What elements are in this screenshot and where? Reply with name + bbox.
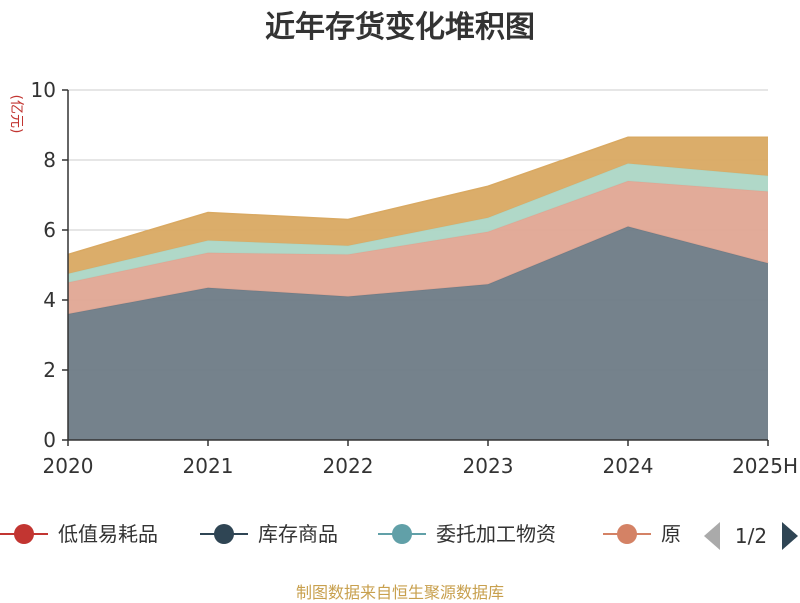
x-tick-label: 2020 [43,454,94,478]
legend-item[interactable]: 原 [603,522,681,546]
x-tick-label: 2025H [732,454,798,478]
legend-next-page-icon[interactable] [782,522,798,550]
series-line-3 [67,136,768,256]
legend-label: 原 [661,522,681,546]
series-areas [67,136,769,440]
x-tick-label: 2024 [603,454,654,478]
x-tick-label: 2022 [323,454,374,478]
series-area-2 [68,163,768,283]
series-area-3 [68,137,768,274]
y-tick-label: 8 [43,148,56,172]
legend-marker [214,524,234,544]
legend-label: 库存商品 [258,522,338,546]
legend-pager[interactable]: 1/2 [704,522,798,550]
legend-item[interactable]: 低值易耗品 [0,522,158,546]
axes: (亿元) 0 2 4 6 8 10 2020 2021 2022 2023 2024 2025H [8,78,798,478]
legend-marker [14,524,34,544]
y-tick-label: 10 [31,78,56,102]
y-tick-label: 2 [43,358,56,382]
x-tick-label: 2021 [183,454,234,478]
series-area-0 [68,226,768,440]
y-tick-label: 0 [43,428,56,452]
y-tick-label: 4 [43,288,56,312]
y-axis-label: (亿元) [8,95,24,134]
data-source-note: 制图数据来自恒生聚源数据库 [295,583,504,602]
legend-item[interactable]: 委托加工物资 [378,522,556,546]
x-tick-label: 2023 [463,454,514,478]
legend-page-indicator: 1/2 [735,524,767,548]
legend-label: 低值易耗品 [58,522,158,546]
legend-marker [392,524,412,544]
chart-title: 近年存货变化堆积图 [265,10,535,45]
legend-label: 委托加工物资 [436,522,556,546]
legend-marker [617,524,637,544]
legend[interactable]: 低值易耗品 库存商品 委托加工物资 原 [0,522,681,546]
y-tick-label: 6 [43,218,56,242]
series-area-1 [68,181,768,314]
legend-item[interactable]: 库存商品 [200,522,338,546]
legend-prev-page-icon[interactable] [704,522,720,550]
